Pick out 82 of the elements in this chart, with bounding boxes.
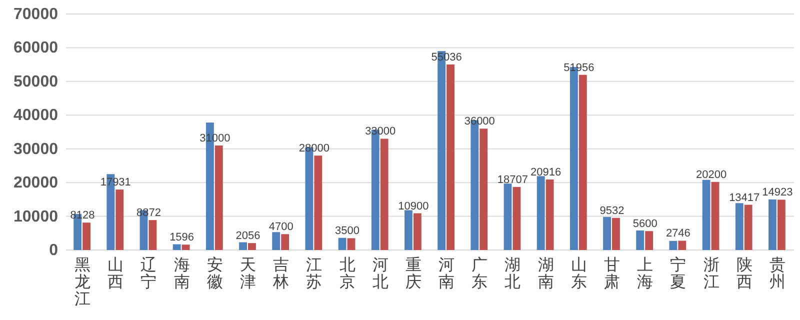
bar (446, 64, 454, 250)
x-tick-label: 安徽 (206, 256, 223, 291)
y-tick-label: 50000 (14, 73, 58, 90)
x-tick-label: 广东 (472, 256, 488, 291)
bar (281, 234, 290, 250)
x-tick-label: 甘肃 (604, 256, 620, 291)
bar (480, 128, 488, 250)
data-label: 4700 (268, 221, 294, 234)
data-label: 36000 (464, 116, 495, 128)
bar (239, 242, 247, 250)
bar (744, 204, 752, 250)
x-tick-label: 天津 (240, 257, 256, 291)
bar (603, 216, 611, 250)
bar (578, 74, 587, 250)
bar (546, 179, 554, 250)
data-label: 10900 (398, 200, 429, 212)
x-tick-label: 海南 (174, 257, 190, 291)
bar (702, 180, 710, 250)
bar (768, 199, 776, 250)
y-tick-label: 10000 (14, 208, 58, 226)
bar (735, 203, 744, 250)
y-tick-label: 30000 (14, 140, 58, 158)
data-label: 20200 (696, 168, 727, 181)
y-tick-label: 70000 (14, 6, 58, 23)
data-label: 2746 (666, 228, 690, 240)
x-tick-label: 宁夏 (670, 256, 686, 291)
x-tick-label: 河南 (438, 257, 455, 291)
data-label: 3500 (335, 225, 360, 238)
bar (182, 244, 190, 250)
bar (645, 231, 654, 250)
bar (512, 186, 521, 250)
bar (777, 200, 786, 250)
x-tick-label: 贵州 (769, 256, 786, 291)
bar (82, 222, 90, 250)
x-tick-label: 陕西 (736, 257, 752, 291)
x-tick-label: 上海 (637, 256, 654, 291)
y-tick-label: 60000 (14, 40, 58, 57)
bar (413, 213, 422, 250)
data-label: 1596 (170, 232, 194, 244)
bar (678, 240, 686, 250)
bar (504, 184, 512, 250)
x-tick-label: 北京 (339, 256, 356, 291)
x-tick-label: 重庆 (405, 256, 422, 291)
y-tick-label: 0 (49, 242, 58, 259)
bar (338, 238, 346, 250)
data-label: 20916 (530, 166, 562, 178)
bar (404, 210, 412, 250)
data-label: 8128 (70, 210, 95, 222)
y-tick-label: 40000 (14, 107, 58, 124)
bar (172, 244, 181, 250)
bar (612, 218, 620, 250)
x-tick-label: 浙江 (703, 256, 720, 291)
x-tick-label: 吉林 (272, 256, 290, 291)
bar (380, 138, 388, 250)
x-tick-label: 河北 (372, 257, 388, 291)
data-label: 28000 (298, 142, 330, 155)
data-label: 2056 (236, 230, 260, 242)
bar (636, 230, 644, 250)
data-label: 9532 (600, 204, 624, 217)
data-label: 18707 (497, 174, 528, 186)
bar (669, 240, 678, 250)
bar (711, 182, 720, 250)
x-tick-label: 山西 (108, 256, 124, 291)
bar (148, 220, 157, 250)
x-tick-label: 黑龙江 (74, 257, 91, 308)
bar (116, 190, 124, 250)
bar (314, 156, 322, 250)
x-tick-label: 辽宁 (140, 256, 157, 291)
bar (272, 232, 280, 250)
bar (214, 145, 223, 250)
bar (536, 176, 545, 250)
data-label: 51956 (564, 62, 594, 74)
x-tick-label: 江苏 (306, 257, 322, 291)
data-label: 14923 (762, 186, 793, 199)
data-label: 5600 (632, 218, 658, 230)
x-tick-label: 湖北 (504, 256, 521, 291)
y-tick-label: 20000 (14, 174, 58, 192)
bar (248, 243, 256, 250)
x-tick-label: 湖南 (538, 256, 554, 291)
data-label: 13417 (729, 192, 760, 204)
bar (347, 238, 356, 250)
x-tick-label: 山东 (570, 256, 587, 291)
